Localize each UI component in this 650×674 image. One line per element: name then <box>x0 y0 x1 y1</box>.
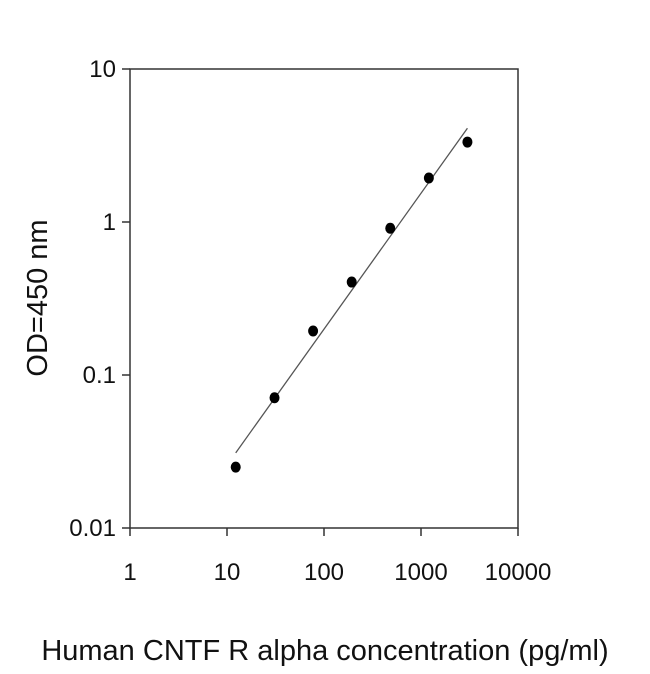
y-tick-label: 0.01 <box>69 515 116 542</box>
x-tick-label: 10000 <box>485 559 552 586</box>
x-tick-label: 10 <box>214 559 241 586</box>
x-axis-title: Human CNTF R alpha concentration (pg/ml) <box>41 635 608 667</box>
data-point <box>423 172 434 184</box>
y-tick-label: 0.1 <box>83 362 116 389</box>
data-point <box>230 461 241 473</box>
data-point <box>269 392 280 404</box>
x-axis: 1 10 100 1000 10000 <box>123 528 551 586</box>
data-points <box>230 136 473 473</box>
data-point <box>308 325 319 337</box>
data-point <box>462 136 473 148</box>
x-tick-label: 1 <box>123 559 136 586</box>
data-point <box>385 222 396 234</box>
y-axis: 10 1 0.1 0.01 <box>69 56 130 542</box>
y-axis-title: OD=450 nm <box>22 219 54 376</box>
data-point <box>346 276 357 288</box>
y-tick-label: 1 <box>103 209 116 236</box>
y-tick-label: 10 <box>89 56 116 83</box>
x-tick-label: 100 <box>304 559 344 586</box>
x-tick-label: 1000 <box>394 559 447 586</box>
